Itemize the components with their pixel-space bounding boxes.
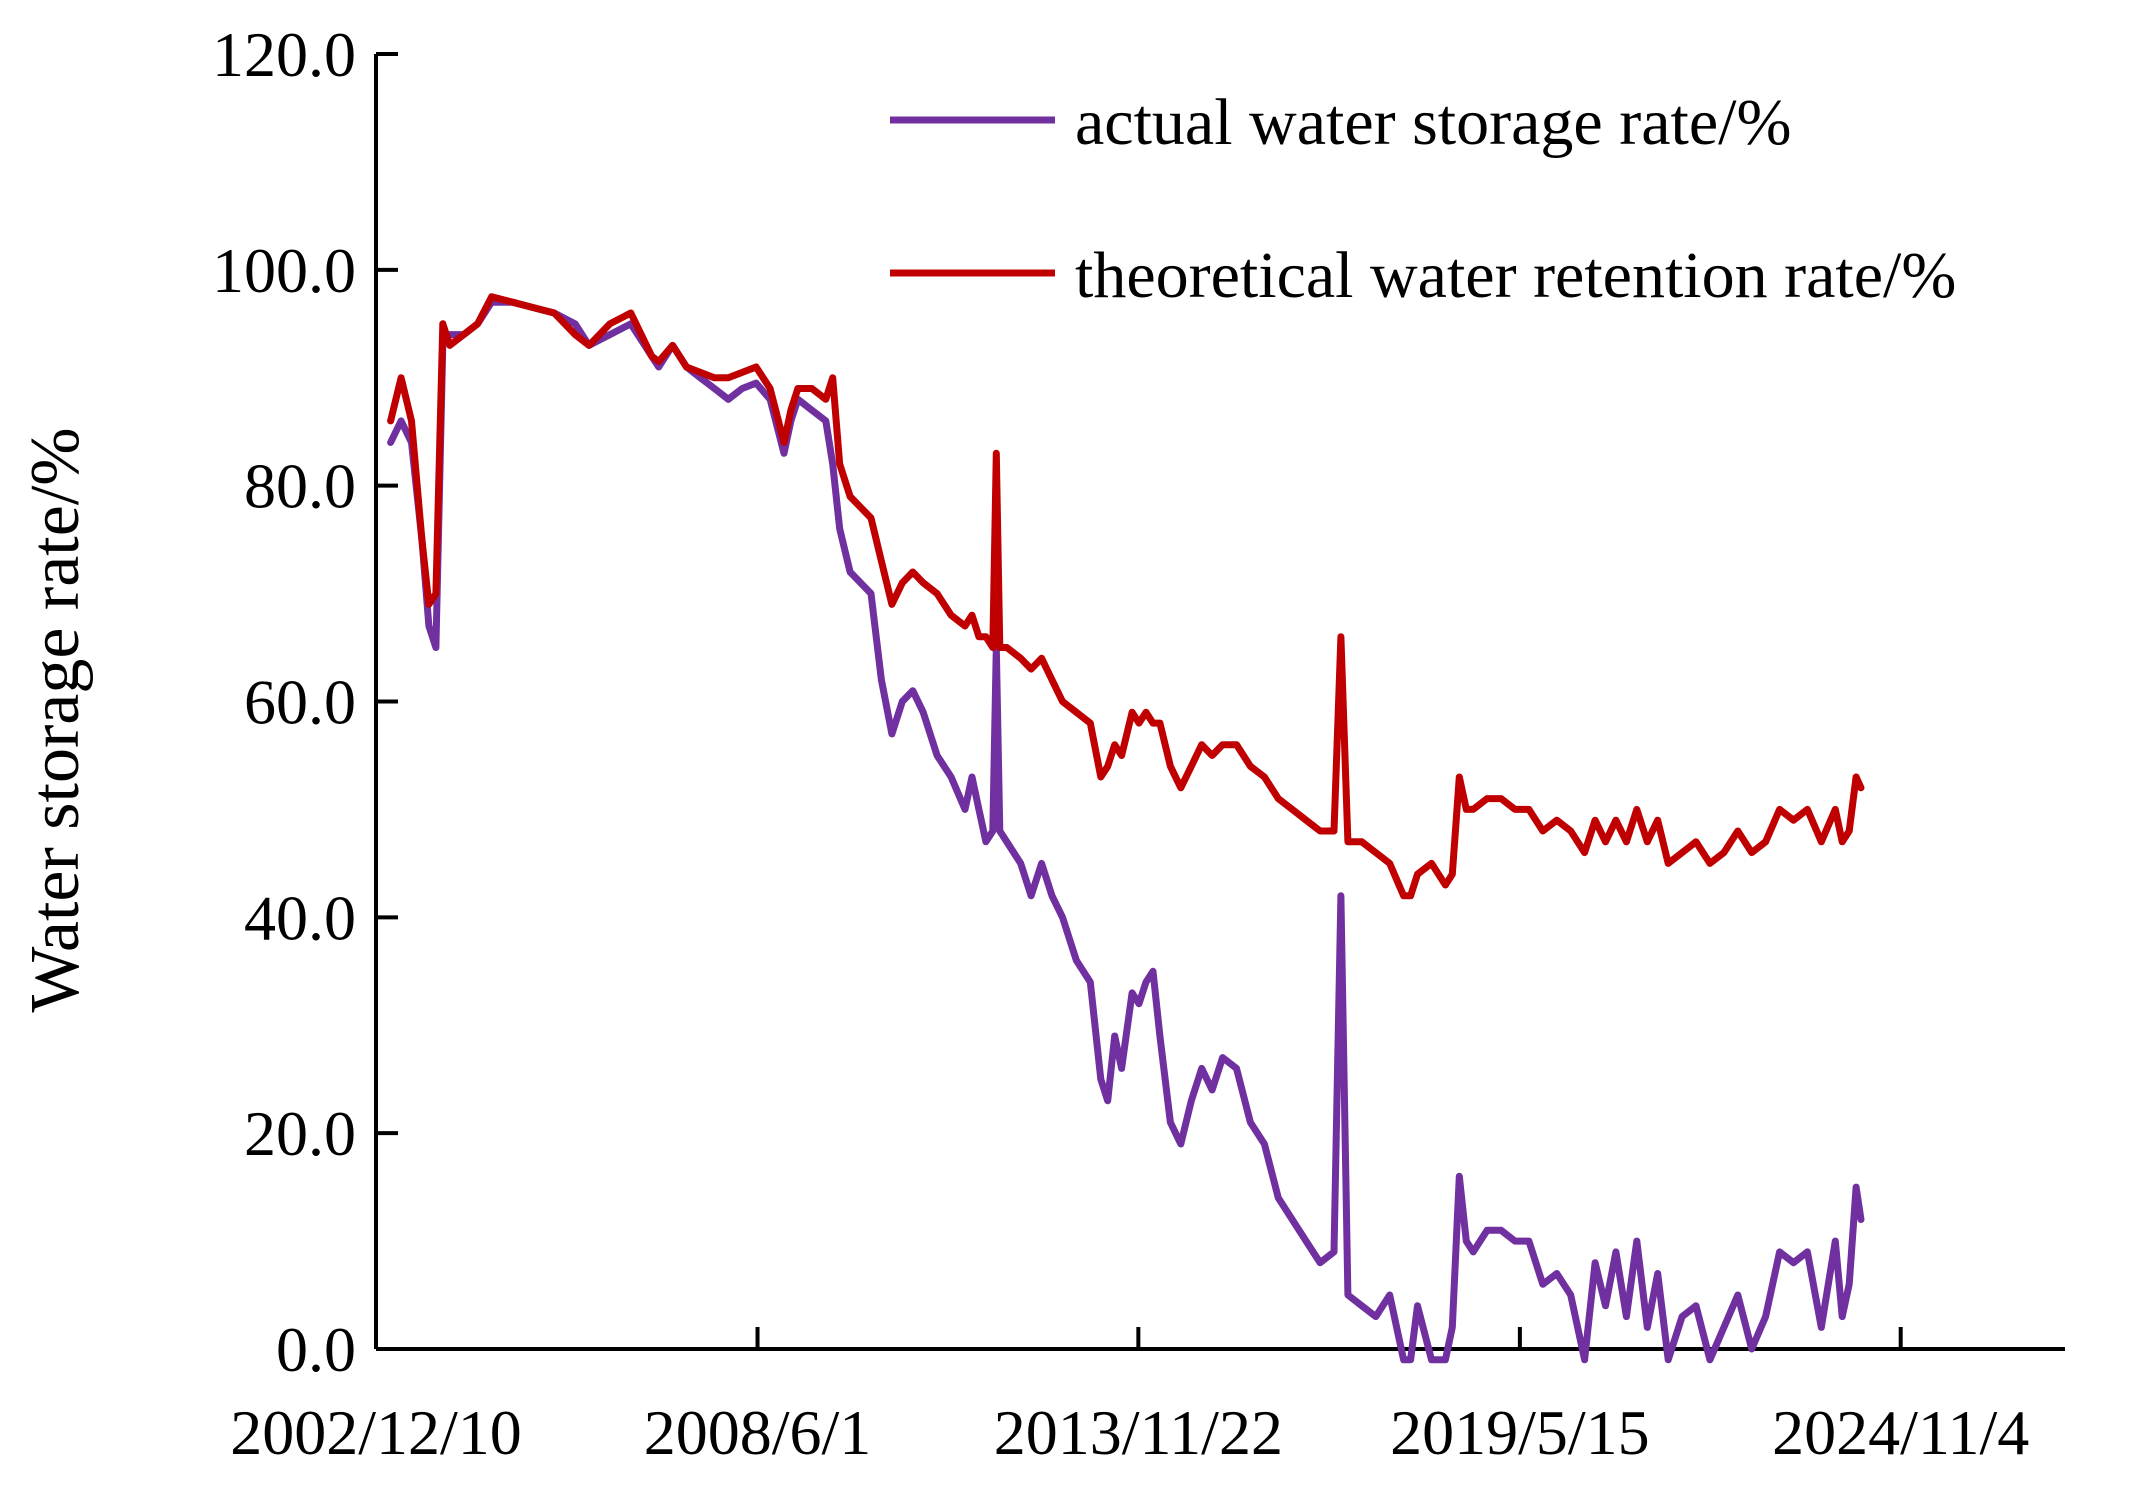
series-lines bbox=[387, 293, 1865, 1364]
legend: actual water storage rate/% theoretical … bbox=[890, 86, 1956, 312]
y-tick-label: 60.0 bbox=[244, 667, 356, 738]
x-tick-label: 2002/12/10 bbox=[230, 1397, 522, 1468]
x-tick-label: 2024/11/4 bbox=[1772, 1397, 2029, 1468]
legend-label-actual: actual water storage rate/% bbox=[1075, 86, 1791, 159]
x-tick-label: 2019/5/15 bbox=[1390, 1397, 1650, 1468]
legend-label-theoretical: theoretical water retention rate/% bbox=[1075, 239, 1956, 312]
y-ticks: 0.0 20.0 40.0 60.0 80.0 100.0 120.0 bbox=[212, 19, 398, 1385]
x-tick-label: 2008/6/1 bbox=[644, 1397, 872, 1468]
y-tick-label: 120.0 bbox=[212, 19, 356, 90]
y-tick-label: 0.0 bbox=[276, 1314, 356, 1385]
y-tick-label: 80.0 bbox=[244, 451, 356, 522]
x-tick-label: 2013/11/22 bbox=[994, 1397, 1283, 1468]
y-axis-title: Water storage rate/% bbox=[17, 427, 94, 1012]
y-tick-label: 40.0 bbox=[244, 882, 356, 953]
y-tick-label: 20.0 bbox=[244, 1098, 356, 1169]
x-ticks: 2002/12/10 2008/6/1 2013/11/22 2019/5/15 202… bbox=[230, 1327, 2029, 1468]
series-line-theoretical bbox=[387, 293, 1865, 900]
y-tick-label: 100.0 bbox=[212, 235, 356, 306]
